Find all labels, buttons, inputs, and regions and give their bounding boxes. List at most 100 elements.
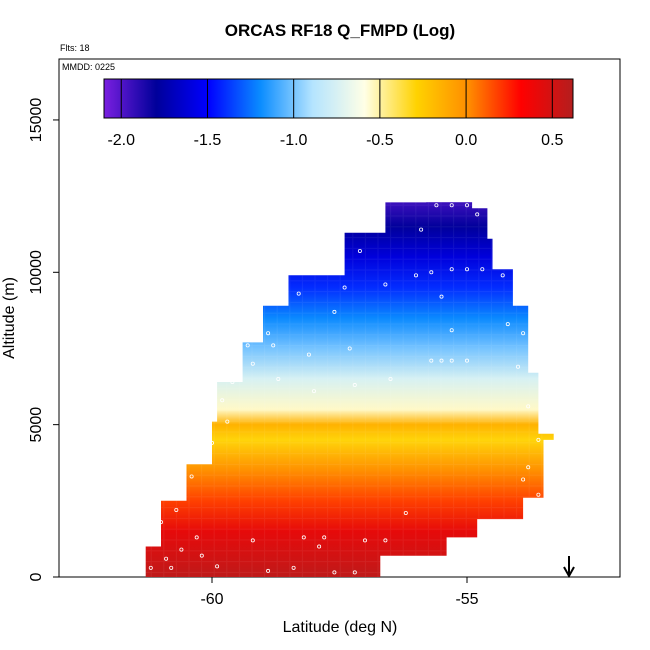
track-point xyxy=(475,212,480,217)
track-point xyxy=(332,309,337,314)
x-tick-label: -55 xyxy=(455,591,478,608)
track-point xyxy=(449,267,454,272)
track-point xyxy=(225,419,230,424)
track-point xyxy=(429,358,434,363)
track-point xyxy=(516,364,521,369)
field-domain xyxy=(145,202,554,577)
track-point xyxy=(362,538,367,543)
track-point xyxy=(199,456,204,461)
track-point xyxy=(296,291,301,296)
track-point xyxy=(317,544,322,549)
track-point xyxy=(352,570,357,575)
colorbar-body xyxy=(103,78,574,119)
track-point xyxy=(276,376,281,381)
track-point xyxy=(536,437,541,442)
track-point xyxy=(449,328,454,333)
track-point xyxy=(220,398,225,403)
colorbar-tick-label: -1.5 xyxy=(194,132,222,149)
track-point xyxy=(189,474,194,479)
track-point xyxy=(215,564,220,569)
y-axis: 0 5000 10000 15000 xyxy=(28,98,59,581)
arrow-head xyxy=(563,566,575,579)
track-point xyxy=(179,547,184,552)
track-point xyxy=(266,568,271,573)
track-point xyxy=(357,248,362,253)
track-point xyxy=(419,227,424,232)
colorbar: -2.0 -1.5 -1.0 -0.5 0.0 0.5 xyxy=(103,78,574,149)
y-tick-label: 0 xyxy=(28,572,45,581)
flight-track-points xyxy=(148,203,541,575)
track-point xyxy=(403,511,408,516)
track-point xyxy=(311,389,316,394)
track-point xyxy=(449,358,454,363)
track-point xyxy=(204,358,209,363)
track-point xyxy=(480,267,485,272)
track-point xyxy=(148,565,153,570)
field-layer xyxy=(145,202,554,577)
track-point xyxy=(526,465,531,470)
track-point xyxy=(429,270,434,275)
track-point xyxy=(521,331,526,336)
y-tick-label: 10000 xyxy=(28,250,45,295)
track-point xyxy=(250,361,255,366)
track-point xyxy=(464,358,469,363)
track-point xyxy=(439,294,444,299)
track-point xyxy=(209,440,214,445)
x-tick-label: -60 xyxy=(200,591,223,608)
track-point xyxy=(194,535,199,540)
track-point xyxy=(271,343,276,348)
track-point xyxy=(500,273,505,278)
track-point xyxy=(388,376,393,381)
track-point xyxy=(505,322,510,327)
track-point xyxy=(230,379,235,384)
track-point xyxy=(393,570,398,575)
track-point xyxy=(526,404,531,409)
track-point xyxy=(235,346,240,351)
track-point xyxy=(383,538,388,543)
track-point xyxy=(347,346,352,351)
track-point xyxy=(383,282,388,287)
colorbar-tick-label: 0.5 xyxy=(541,132,563,149)
track-point xyxy=(413,273,418,278)
track-point xyxy=(174,507,179,512)
colorbar-tick-label: -1.0 xyxy=(280,132,308,149)
flights-label: Flts: 18 xyxy=(60,43,90,53)
track-point xyxy=(342,285,347,290)
down-arrow-icon xyxy=(563,556,575,579)
track-point xyxy=(521,477,526,482)
track-point xyxy=(332,570,337,575)
x-axis: -60 -55 xyxy=(200,577,479,608)
y-tick-label: 15000 xyxy=(28,98,45,143)
y-tick-label: 5000 xyxy=(28,407,45,443)
track-point xyxy=(245,343,250,348)
track-point xyxy=(194,343,199,348)
track-point xyxy=(291,565,296,570)
track-point xyxy=(449,203,454,208)
track-point xyxy=(464,203,469,208)
track-point xyxy=(199,553,204,558)
date-label: MMDD: 0225 xyxy=(62,62,115,72)
chart-title: ORCAS RF18 Q_FMPD (Log) xyxy=(225,21,455,40)
track-point xyxy=(164,556,169,561)
track-point xyxy=(250,538,255,543)
track-point xyxy=(322,535,327,540)
track-point xyxy=(179,489,184,494)
track-point xyxy=(306,352,311,357)
x-axis-label: Latitude (deg N) xyxy=(283,619,398,636)
track-point xyxy=(352,383,357,388)
track-point xyxy=(439,358,444,363)
colorbar-tick-label: -0.5 xyxy=(366,132,394,149)
track-point xyxy=(266,331,271,336)
colorbar-tick-label: 0.0 xyxy=(455,132,477,149)
track-point xyxy=(434,203,439,208)
track-point xyxy=(169,565,174,570)
track-point xyxy=(301,535,306,540)
field-cell-grid xyxy=(145,202,554,577)
track-point xyxy=(158,520,163,525)
y-axis-label: Altitude (m) xyxy=(1,277,18,359)
track-point xyxy=(220,319,225,324)
track-point xyxy=(536,492,541,497)
colorbar-tick-label: -2.0 xyxy=(107,132,135,149)
track-point xyxy=(464,267,469,272)
